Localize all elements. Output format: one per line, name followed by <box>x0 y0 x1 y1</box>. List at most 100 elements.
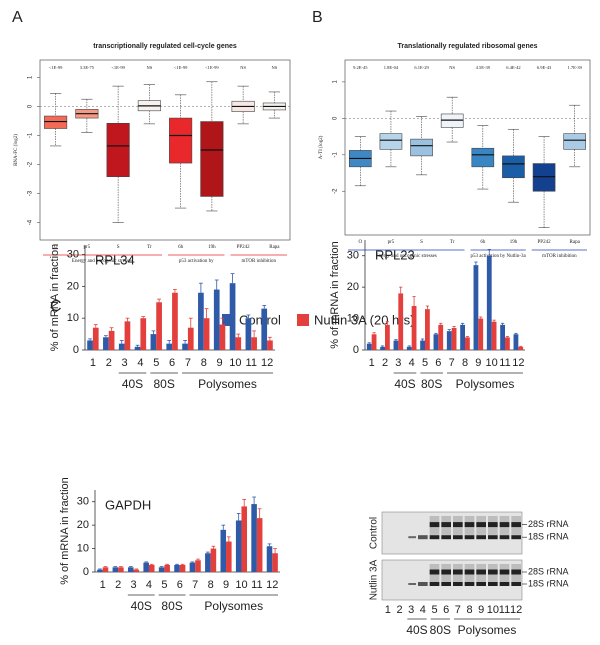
x-tick-label: 12 <box>512 357 524 369</box>
bar <box>118 567 124 572</box>
x-tick-label: 19h <box>510 240 518 245</box>
bar <box>166 343 173 350</box>
group-label: Polysomes <box>204 599 263 613</box>
bar <box>398 293 404 350</box>
y-axis-label: % of mRNA in fraction <box>49 244 61 352</box>
annotation: 1.8E-04 <box>384 65 399 70</box>
gel-band <box>476 582 486 586</box>
chart-title: transcriptionally regulated cell-cycle g… <box>93 43 237 50</box>
lane-label: 4 <box>420 604 426 616</box>
lane-label: 1 <box>385 604 391 616</box>
annotation: NS <box>146 65 152 70</box>
bar <box>473 265 479 350</box>
bar <box>97 569 103 572</box>
x-tick-label: 6h <box>480 240 486 245</box>
annotation: <1E-99 <box>205 65 219 70</box>
gel-band <box>441 522 451 528</box>
annotation: NS <box>240 65 246 70</box>
x-tick-label: PP242 <box>237 245 251 250</box>
bar <box>393 340 399 350</box>
bar <box>210 548 217 572</box>
y-axis-label: A-TI (log2) <box>319 135 324 159</box>
lane-label: 2 <box>396 604 402 616</box>
x-tick-label: 7 <box>192 579 198 591</box>
annotation: 3.3E-75 <box>80 65 95 70</box>
bar <box>189 562 196 572</box>
y-tick-label: 0 <box>333 116 339 120</box>
box <box>410 138 433 157</box>
gel-band <box>511 582 521 586</box>
bar <box>366 343 372 350</box>
band-label: 18S rRNA <box>528 578 569 588</box>
x-tick-label: 9 <box>223 579 229 591</box>
x-tick-label: 4 <box>146 579 152 591</box>
y-tick-label: 20 <box>347 281 359 293</box>
gel-band <box>511 569 521 575</box>
annotation: 4.5E-39 <box>476 65 491 70</box>
legend-swatch <box>297 314 309 326</box>
bar <box>251 504 257 572</box>
bar <box>143 562 149 572</box>
y-tick-label: 0 <box>28 104 34 108</box>
bar <box>267 340 273 350</box>
bar <box>179 564 186 572</box>
x-tick-label: 6 <box>435 357 441 369</box>
bar <box>172 292 178 350</box>
annotation: 6.4E-42 <box>506 65 520 70</box>
group-label: p53 activation by Nutlin-3a <box>471 254 527 259</box>
x-tick-label: 3 <box>395 357 401 369</box>
bar <box>266 546 273 572</box>
x-tick-label: 2 <box>115 579 121 591</box>
bar <box>124 321 131 350</box>
x-tick-label: 9 <box>475 357 481 369</box>
x-tick-label: Tr <box>147 245 152 250</box>
x-tick-label: 11 <box>251 579 262 591</box>
group-label: mTOR inhibition <box>542 254 577 259</box>
bar <box>500 324 505 350</box>
lane-label: 5 <box>431 604 437 616</box>
gel-row-label: Control <box>369 517 380 549</box>
gel-band <box>429 582 440 586</box>
x-tick-label: 1 <box>90 357 96 369</box>
annotation: 1.7E-39 <box>568 65 583 70</box>
y-tick-label: 0 <box>353 344 359 356</box>
bar <box>182 343 188 350</box>
y-tick-label: 0 <box>83 566 89 578</box>
bar <box>134 346 141 350</box>
x-tick-label: 4 <box>409 357 415 369</box>
x-tick-label: 6 <box>169 357 175 369</box>
band-label: 18S rRNA <box>528 532 569 542</box>
x-tick-label: 7 <box>185 357 191 369</box>
bar <box>451 328 457 350</box>
box <box>106 122 130 178</box>
bar <box>118 343 125 350</box>
annotation: NS <box>449 65 455 70</box>
y-tick-label: 30 <box>347 250 359 262</box>
bar <box>187 327 194 350</box>
y-tick-label: 20 <box>77 519 89 531</box>
chart-title: Translationally regulated ribosomal gene… <box>397 43 537 50</box>
bar <box>486 255 492 350</box>
gel-band <box>464 582 475 586</box>
x-tick-label: 8 <box>462 357 468 369</box>
bar <box>411 306 417 350</box>
y-tick-label: 10 <box>347 312 359 324</box>
gel-band <box>418 535 428 540</box>
x-tick-label: 5 <box>161 579 167 591</box>
gel-band <box>429 535 440 540</box>
gel-band <box>418 582 428 586</box>
gel-band <box>464 569 475 575</box>
x-tick-label: 2 <box>106 357 112 369</box>
annotation: <1E-99 <box>174 65 188 70</box>
bar <box>229 283 236 350</box>
bar <box>156 302 162 350</box>
gel-band <box>408 536 416 539</box>
gel-row-label: Nutlin 3A <box>369 559 380 600</box>
band-label: 28S rRNA <box>528 566 569 576</box>
y-tick-label: 20 <box>67 280 79 292</box>
group-label: p53 activation by <box>179 259 214 264</box>
gel-band <box>441 582 451 586</box>
lane-label: 7 <box>455 604 461 616</box>
gel-band <box>441 535 451 540</box>
